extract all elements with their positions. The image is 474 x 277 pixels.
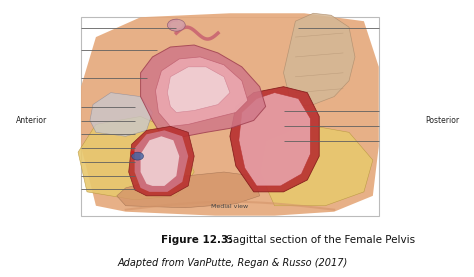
Polygon shape — [155, 57, 248, 126]
Text: Figure 12.3:: Figure 12.3: — [161, 235, 233, 245]
Polygon shape — [135, 130, 188, 192]
Bar — [81, 17, 379, 216]
Polygon shape — [81, 13, 379, 216]
Ellipse shape — [167, 19, 185, 31]
Text: Anterior: Anterior — [16, 116, 47, 125]
Polygon shape — [90, 93, 153, 136]
Polygon shape — [283, 13, 355, 107]
Polygon shape — [128, 126, 194, 196]
Text: Sagittal section of the Female Pelvis: Sagittal section of the Female Pelvis — [223, 235, 415, 245]
Polygon shape — [141, 45, 265, 140]
Text: Medial view: Medial view — [211, 204, 248, 209]
Text: Posterior: Posterior — [426, 116, 460, 125]
Polygon shape — [167, 67, 230, 112]
Polygon shape — [230, 87, 319, 192]
Polygon shape — [141, 136, 179, 186]
Polygon shape — [260, 124, 373, 206]
Polygon shape — [78, 116, 194, 200]
Text: Adapted from VanPutte, Regan & Russo (2017): Adapted from VanPutte, Regan & Russo (20… — [117, 258, 347, 268]
Ellipse shape — [132, 152, 144, 160]
Polygon shape — [239, 93, 310, 186]
Polygon shape — [117, 172, 260, 208]
